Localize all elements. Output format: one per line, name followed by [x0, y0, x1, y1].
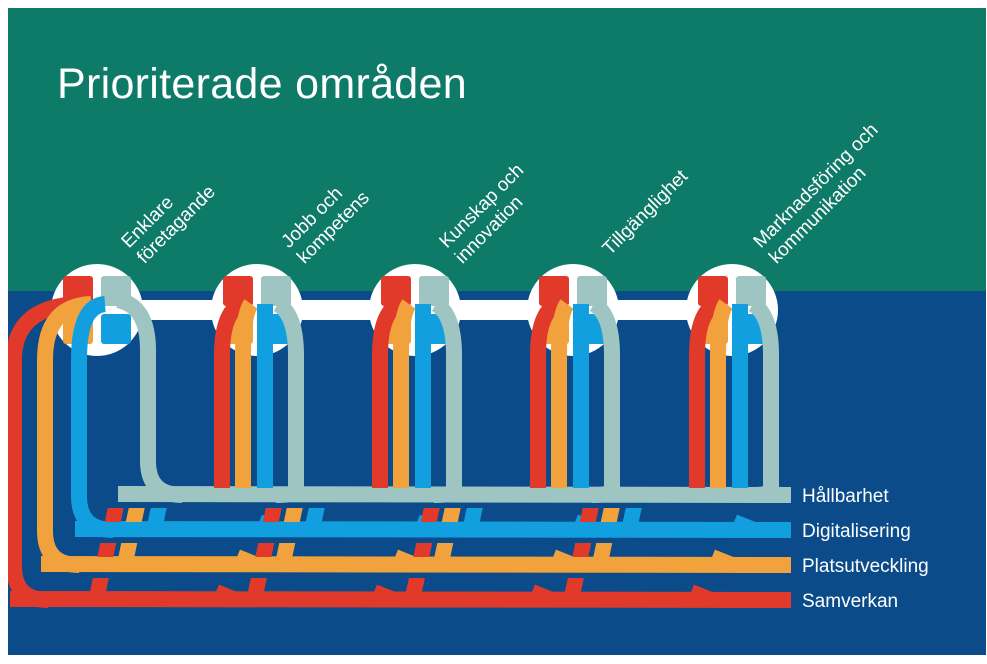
slide: Prioriterade områden Enklareföretagande J…	[8, 8, 986, 655]
trunk-samverkan	[9, 591, 792, 608]
route-hallbarhet-hub-3	[431, 297, 462, 503]
route-merge-platsutveckling	[234, 549, 260, 573]
route-dash-samverkan	[89, 578, 109, 592]
route-dash-samverkan	[247, 578, 267, 592]
route-dash-samverkan	[262, 508, 282, 522]
route-dash-samverkan	[564, 578, 584, 592]
theme-label-digitalisering: Digitalisering	[802, 521, 911, 542]
hub-quadrant-digitalisering	[101, 314, 131, 344]
route-digitalisering-hub-1	[71, 296, 114, 538]
route-dash-platsutveckling	[276, 543, 296, 557]
route-samverkan-hub-1	[8, 296, 81, 608]
route-dash-platsutveckling	[434, 543, 454, 557]
route-dash-samverkan	[255, 543, 275, 557]
priority-areas-diagram: Enklareföretagande Jobb ochkompetens Kunsk…	[8, 120, 929, 612]
page-title: Prioriterade områden	[57, 60, 467, 108]
area-label-1: Enklareföretagande	[118, 166, 220, 268]
route-merge-platsutveckling	[392, 549, 418, 573]
route-dash-digitalisering	[622, 508, 642, 522]
route-dash-platsutveckling	[125, 508, 145, 522]
route-dash-digitalisering	[147, 508, 167, 522]
area-label-line1: Tillgänglighet	[599, 166, 693, 260]
route-dash-digitalisering	[463, 508, 483, 522]
route-dash-samverkan	[97, 543, 117, 557]
route-dash-platsutveckling	[283, 508, 303, 522]
header-band	[8, 8, 986, 291]
route-platsutveckling-hub-2	[235, 299, 258, 488]
route-hallbarhet-hub-1	[115, 292, 183, 503]
theme-label-samverkan: Samverkan	[802, 591, 898, 612]
route-merge-samverkan	[213, 584, 239, 608]
route-dash-platsutveckling	[600, 508, 620, 522]
route-samverkan-hub-3	[372, 297, 403, 488]
route-samverkan-hub-4	[530, 297, 561, 488]
theme-label-platsutveckling: Platsutveckling	[802, 556, 929, 577]
route-hallbarhet-hub-4	[589, 297, 620, 503]
route-merge-digitalisering	[572, 514, 598, 538]
route-dash-samverkan	[413, 543, 433, 557]
hub-quadrant-samverkan	[223, 276, 253, 306]
route-hallbarhet-hub-5	[748, 297, 779, 503]
route-platsutveckling-hub-4	[551, 299, 574, 488]
route-merge-digitalisering	[256, 514, 282, 538]
route-dash-platsutveckling	[441, 508, 461, 522]
route-samverkan-hub-5	[689, 297, 720, 488]
route-platsutveckling-hub-3	[393, 299, 416, 488]
route-dash-digitalisering	[305, 508, 325, 522]
route-samverkan-hub-2	[214, 297, 245, 488]
route-dash-samverkan	[405, 578, 425, 592]
route-merge-samverkan	[529, 584, 555, 608]
route-merge-digitalisering	[731, 514, 757, 538]
route-platsutveckling-hub-5	[710, 299, 733, 488]
trunk-platsutveckling	[40, 556, 792, 573]
route-dash-samverkan	[420, 508, 440, 522]
route-dash-platsutveckling	[593, 543, 613, 557]
hub-quadrant-samverkan	[698, 276, 728, 306]
theme-label-hallbarhet: Hållbarhet	[802, 486, 889, 507]
route-dash-samverkan	[572, 543, 592, 557]
route-merge-digitalisering	[414, 514, 440, 538]
route-dash-platsutveckling	[118, 543, 138, 557]
area-label-line1: Marknadsföring och	[750, 120, 883, 253]
area-label-3: Kunskap ochinnovation	[436, 160, 544, 268]
route-merge-samverkan	[371, 584, 397, 608]
hub-quadrant-samverkan	[539, 276, 569, 306]
route-dash-samverkan	[579, 508, 599, 522]
route-dash-samverkan	[104, 508, 124, 522]
route-merge-platsutveckling	[709, 549, 735, 573]
route-platsutveckling-hub-1	[37, 296, 92, 573]
route-merge-platsutveckling	[550, 549, 576, 573]
area-label-4: Tillgänglighet	[599, 166, 693, 260]
route-merge-samverkan	[688, 584, 714, 608]
area-label-5: Marknadsföring ochkommunikation	[750, 120, 898, 268]
hub-quadrant-samverkan	[381, 276, 411, 306]
area-label-2: Jobb ochkompetens	[278, 172, 374, 268]
route-hallbarhet-hub-2	[273, 297, 304, 503]
